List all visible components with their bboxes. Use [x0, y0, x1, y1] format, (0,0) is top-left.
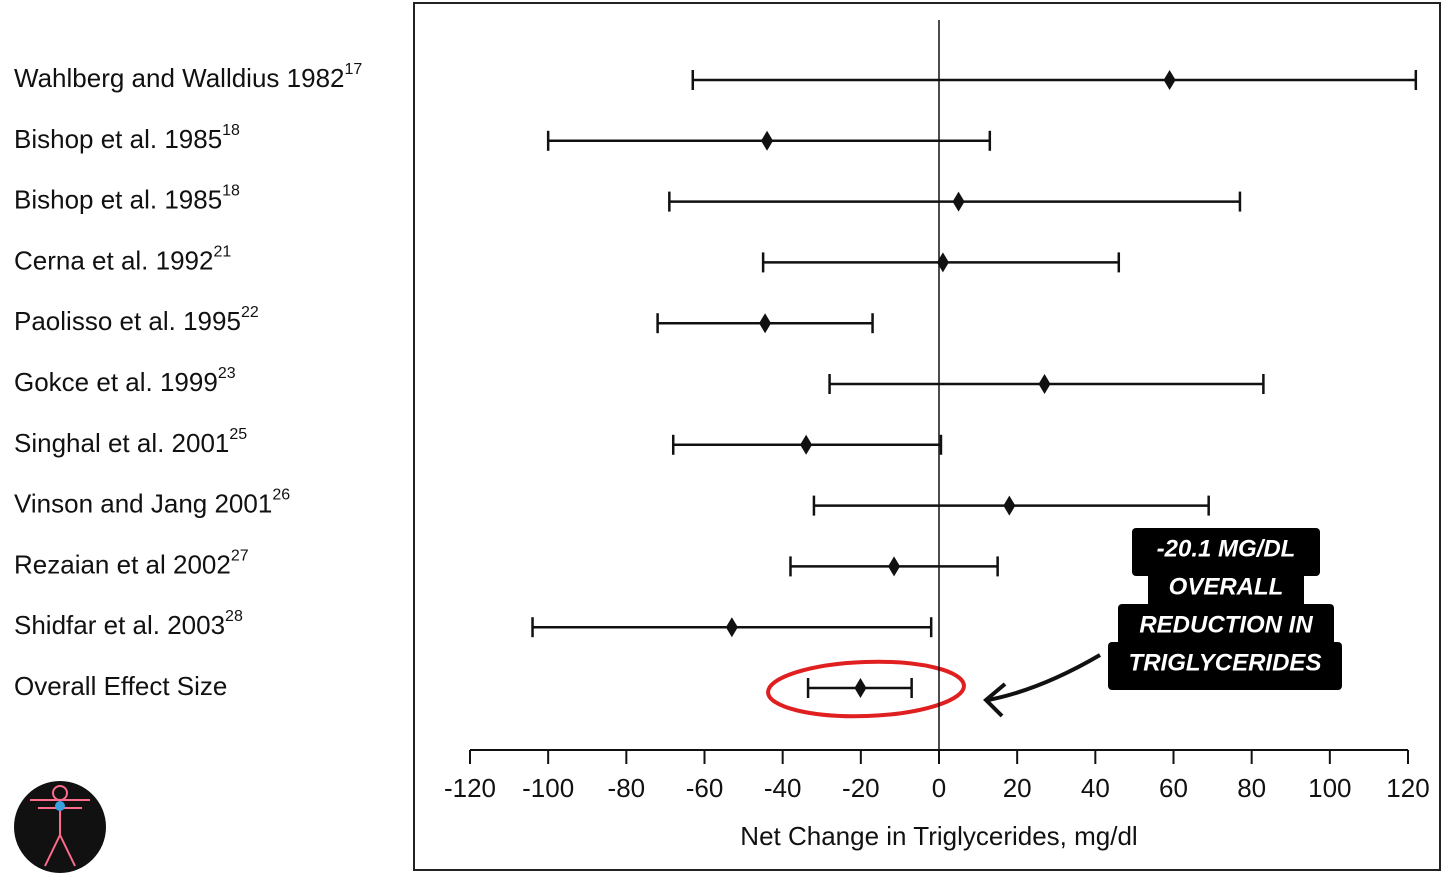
x-tick-label: 80: [1237, 773, 1266, 803]
study-name: Rezaian et al 2002: [14, 549, 231, 579]
point-estimate: [1003, 495, 1016, 516]
study-ref: 21: [213, 244, 231, 261]
x-tick-label: 60: [1159, 773, 1188, 803]
x-tick-label: -60: [686, 773, 724, 803]
study-label: Vinson and Jang 200126: [14, 487, 290, 519]
study-label: Overall Effect Size: [14, 671, 227, 701]
point-estimate: [888, 556, 901, 577]
point-estimate: [936, 252, 949, 273]
annotation-box: [1108, 642, 1342, 690]
annotation-text: TRIGLYCERIDES: [1129, 649, 1322, 676]
study-ref: 26: [272, 487, 290, 504]
study-name: Overall Effect Size: [14, 671, 227, 701]
study-label: Gokce et al. 199923: [14, 365, 236, 397]
study-ref: 27: [231, 548, 249, 565]
point-estimate: [1038, 374, 1051, 394]
annotation-text: REDUCTION IN: [1139, 611, 1313, 638]
study-ref: 18: [222, 122, 240, 139]
study-name: Cerna et al. 1992: [14, 245, 213, 275]
x-tick-label: -80: [608, 773, 646, 803]
point-estimate: [725, 617, 738, 638]
logo: [14, 781, 106, 873]
x-tick-label: -120: [444, 773, 496, 803]
study-label: Bishop et al. 198518: [14, 183, 240, 215]
x-tick-label: 100: [1308, 773, 1351, 803]
point-estimate: [759, 313, 772, 334]
study-name: Wahlberg and Walldius 1982: [14, 63, 344, 93]
x-tick-label: 40: [1081, 773, 1110, 803]
x-axis-title: Net Change in Triglycerides, mg/dl: [740, 821, 1137, 851]
study-name: Bishop et al. 1985: [14, 124, 222, 154]
arrow: [987, 653, 1102, 702]
study-name: Bishop et al. 1985: [14, 184, 222, 214]
x-tick-label: -20: [842, 773, 880, 803]
study-name: Gokce et al. 1999: [14, 367, 218, 397]
study-label: Singhal et al. 200125: [14, 426, 247, 458]
study-ref: 28: [225, 608, 243, 625]
x-tick-label: -40: [764, 773, 802, 803]
study-label: Cerna et al. 199221: [14, 244, 231, 276]
study-ref: 17: [344, 61, 362, 78]
study-label: Shidfar et al. 200328: [14, 608, 243, 640]
annotation-box: [1118, 604, 1334, 652]
point-estimate: [1163, 70, 1176, 90]
point-estimate: [761, 130, 774, 151]
study-label: Rezaian et al 200227: [14, 548, 249, 580]
study-name: Shidfar et al. 2003: [14, 610, 225, 640]
study-label: Bishop et al. 198518: [14, 122, 240, 154]
plot-frame: [413, 2, 1441, 871]
study-ref: 25: [229, 426, 247, 443]
x-tick-label: 0: [932, 773, 946, 803]
study-name: Paolisso et al. 1995: [14, 306, 241, 336]
highlight-circle: [766, 659, 966, 719]
annotation-text: -20.1 MG/DL: [1157, 535, 1296, 562]
annotation-box: [1132, 528, 1320, 576]
study-ref: 18: [222, 183, 240, 200]
study-label: Paolisso et al. 199522: [14, 304, 259, 336]
annotation-text: OVERALL: [1169, 573, 1284, 600]
point-estimate: [800, 434, 813, 455]
annotation-box: [1148, 566, 1304, 614]
study-label: Wahlberg and Walldius 198217: [14, 61, 362, 93]
study-name: Singhal et al. 2001: [14, 428, 229, 458]
point-estimate: [854, 678, 867, 698]
study-name: Vinson and Jang 2001: [14, 488, 272, 518]
x-tick-label: 120: [1386, 773, 1429, 803]
study-ref: 23: [218, 365, 236, 382]
arrow-head: [983, 682, 1007, 718]
x-tick-label: 20: [1003, 773, 1032, 803]
x-tick-label: -100: [522, 773, 574, 803]
annotation: -20.1 MG/DL OVERALL REDUCTION IN TRIGLYCERI…: [1108, 528, 1342, 690]
study-ref: 22: [241, 304, 259, 321]
point-estimate: [952, 191, 965, 212]
